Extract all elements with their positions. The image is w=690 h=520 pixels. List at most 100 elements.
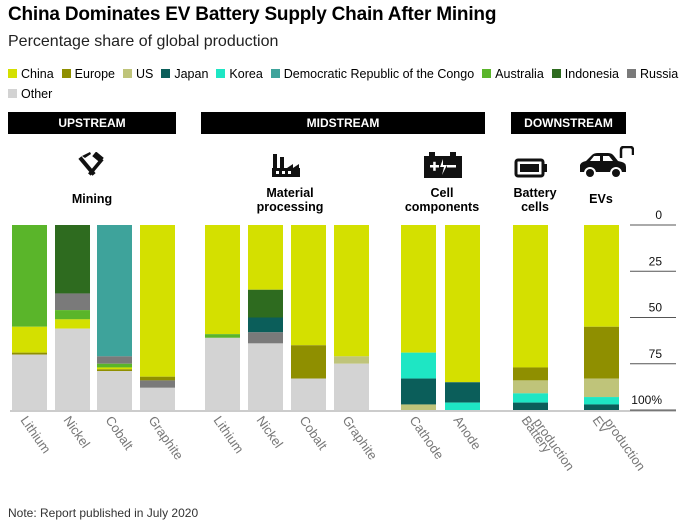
legend-item: Democratic Republic of the Congo xyxy=(270,64,475,84)
group-label: Mining xyxy=(72,192,112,206)
legend-item: Australia xyxy=(482,64,544,84)
bar-segment xyxy=(584,404,619,410)
chart-title: China Dominates EV Battery Supply Chain … xyxy=(8,4,497,25)
group-label: cells xyxy=(521,200,549,214)
legend-label: Other xyxy=(21,87,53,101)
group-label: Material xyxy=(266,186,313,200)
y-tick-label: 0 xyxy=(655,208,662,222)
legend-label: Democratic Republic of the Congo xyxy=(283,67,475,81)
bar-segment xyxy=(248,332,283,344)
legend-swatch xyxy=(122,69,132,78)
legend-label: Indonesia xyxy=(564,67,620,81)
bar-segment xyxy=(248,289,283,318)
bar-segment xyxy=(205,334,240,338)
legend-swatch xyxy=(627,69,637,78)
bar-segment xyxy=(97,367,132,370)
category-label: Lithium xyxy=(18,413,54,456)
bar-segment xyxy=(12,326,47,353)
bar-segment xyxy=(55,310,90,320)
y-tick-label: 75 xyxy=(649,347,663,361)
bar-segment xyxy=(401,225,436,353)
legend-swatch xyxy=(161,69,171,78)
stage-bar xyxy=(511,112,626,134)
bar-segment xyxy=(97,371,132,410)
stage-bar xyxy=(201,112,485,134)
bar-segment xyxy=(140,387,175,410)
legend-item: China xyxy=(8,64,54,84)
legend-swatch xyxy=(482,69,492,78)
group-label: Cell xyxy=(431,186,454,200)
category-label: Anode xyxy=(451,413,485,452)
category-label: Graphite xyxy=(340,413,381,462)
bar-segment xyxy=(401,352,436,379)
bar-segment xyxy=(97,356,132,364)
legend: China Europe US Japan Korea Democratic Republ… xyxy=(8,64,688,104)
bar-segment xyxy=(248,317,283,333)
mining-pickaxe-hammer-icon xyxy=(78,152,104,176)
bar-segment xyxy=(55,293,90,311)
category-label: Nickel xyxy=(254,413,287,451)
bar-segment xyxy=(140,376,175,381)
bar-segment xyxy=(513,402,548,410)
legend-swatch xyxy=(216,69,226,78)
legend-item: Other xyxy=(8,84,52,104)
bar-segment xyxy=(584,225,619,327)
stage-label: MIDSTREAM xyxy=(307,116,380,130)
bar-segment xyxy=(97,225,132,357)
bar-segment xyxy=(334,356,369,364)
stage-bar xyxy=(8,112,176,134)
chart-subtitle: Percentage share of global production xyxy=(8,33,279,50)
group-label: Battery xyxy=(513,186,556,200)
bar-segment xyxy=(445,382,480,403)
bar-segment xyxy=(584,378,619,398)
bar-segment xyxy=(291,345,326,379)
legend-swatch xyxy=(8,89,17,98)
bar-segment xyxy=(513,367,548,381)
bar-segment xyxy=(140,225,175,377)
legend-label: Russia xyxy=(640,67,679,81)
legend-item: Korea xyxy=(216,64,263,84)
bar-segment xyxy=(445,225,480,383)
chart-note: Note: Report published in July 2020 xyxy=(8,506,199,520)
bar-segment xyxy=(584,397,619,405)
category-label: production xyxy=(602,415,649,473)
legend-label: Korea xyxy=(229,67,263,81)
legend-swatch xyxy=(270,69,280,78)
category-label: Graphite xyxy=(146,413,187,462)
category-label: Cobalt xyxy=(297,413,331,453)
bar-segment xyxy=(55,328,90,410)
legend-swatch xyxy=(61,69,71,78)
legend-label: China xyxy=(21,67,54,81)
group-label: EVs xyxy=(589,192,613,206)
bar-segment xyxy=(205,225,240,335)
bar-segment xyxy=(97,369,132,372)
electric-car-icon xyxy=(580,146,634,179)
bar-segment xyxy=(205,337,240,410)
legend-item: Russia xyxy=(627,64,678,84)
legend-label: Japan xyxy=(174,67,209,81)
bar-segment xyxy=(401,378,436,405)
category-label: Cobalt xyxy=(103,413,137,453)
legend-swatch xyxy=(551,69,561,78)
legend-swatch xyxy=(8,69,17,78)
legend-item: Indonesia xyxy=(551,64,620,84)
category-label: Lithium xyxy=(211,413,247,456)
battery-plus-minus-icon xyxy=(424,152,462,178)
group-label: processing xyxy=(257,200,324,214)
stage-label: UPSTREAM xyxy=(58,116,125,130)
category-label: Cathode xyxy=(407,413,447,462)
bar-segment xyxy=(401,404,436,410)
legend-label: Australia xyxy=(495,67,544,81)
legend-item: Japan xyxy=(161,64,208,84)
bar-segment xyxy=(55,225,90,294)
bar-segment xyxy=(140,380,175,388)
bar-segment xyxy=(12,352,47,355)
bar-segment xyxy=(248,343,283,410)
bar-segment xyxy=(97,363,132,368)
y-tick-label: 25 xyxy=(649,254,663,268)
legend-label: Europe xyxy=(74,67,115,81)
bar-segment xyxy=(513,393,548,403)
bar-segment xyxy=(513,225,548,368)
bar-segment xyxy=(12,225,47,327)
legend-item: US xyxy=(122,64,153,84)
